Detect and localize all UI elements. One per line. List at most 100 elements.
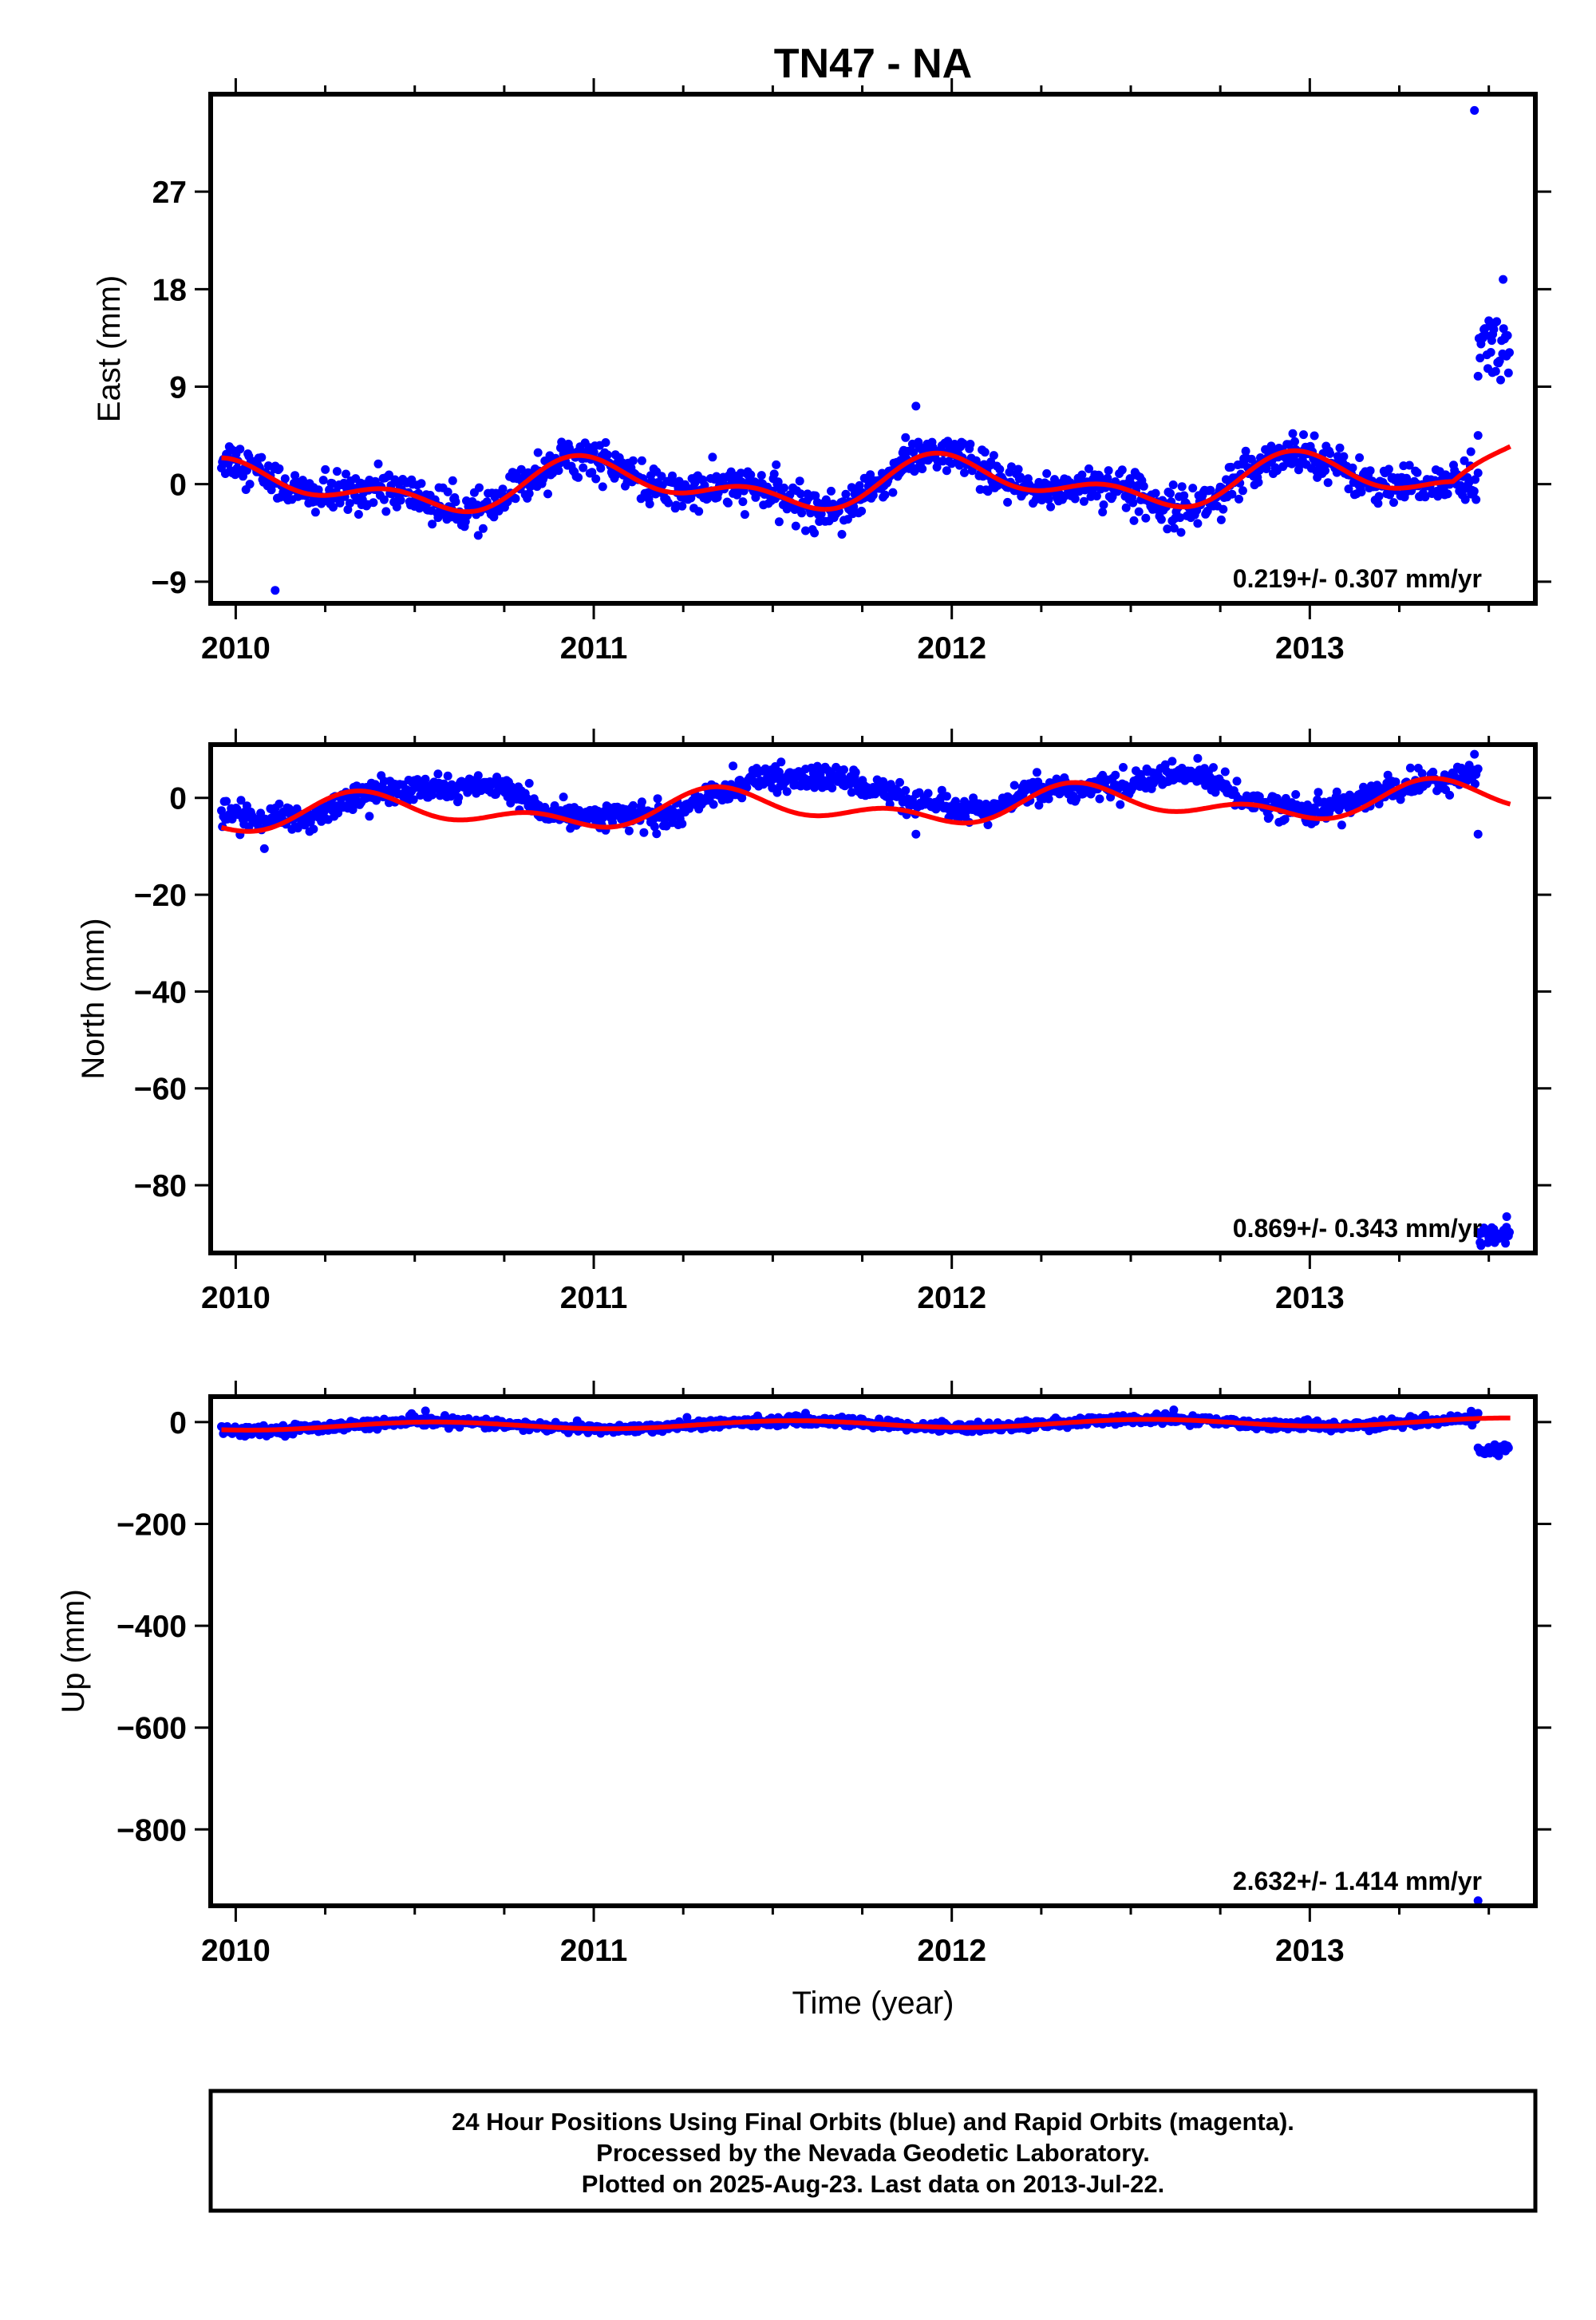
data-point xyxy=(624,826,634,836)
data-point xyxy=(596,464,606,473)
data-point xyxy=(911,401,921,411)
data-point xyxy=(1254,477,1263,487)
data-point xyxy=(1176,528,1186,537)
data-point xyxy=(1469,487,1479,496)
data-point xyxy=(1357,488,1366,496)
data-point xyxy=(801,526,810,536)
y-tick-label: 0 xyxy=(169,468,187,503)
data-point xyxy=(280,474,290,484)
data-point xyxy=(454,792,464,802)
data-point xyxy=(1044,794,1053,804)
data-point xyxy=(1473,1896,1483,1906)
data-point xyxy=(275,799,284,808)
y-tick-label: −800 xyxy=(117,1813,187,1848)
data-point xyxy=(791,521,800,531)
rate-label: 2.632+/- 1.414 mm/yr xyxy=(1233,1867,1482,1895)
data-point xyxy=(443,771,452,781)
data-point xyxy=(1503,368,1513,377)
data-point xyxy=(1103,473,1112,483)
data-point xyxy=(1396,795,1405,804)
data-point xyxy=(1420,492,1430,502)
data-point xyxy=(1128,498,1138,508)
data-point xyxy=(321,464,330,474)
data-point xyxy=(1481,330,1491,340)
data-point xyxy=(1235,494,1243,504)
data-point xyxy=(1374,492,1384,501)
y-tick-label: −200 xyxy=(117,1508,187,1543)
data-point xyxy=(579,463,588,472)
plot-area xyxy=(217,105,1514,595)
data-point xyxy=(1106,792,1116,802)
data-point xyxy=(601,438,610,447)
data-point xyxy=(742,783,752,792)
data-point xyxy=(868,491,878,500)
data-point xyxy=(1473,431,1483,441)
data-point xyxy=(995,464,1005,474)
data-point xyxy=(1104,466,1113,476)
data-point xyxy=(1139,481,1148,491)
rate-label: 0.219+/- 0.307 mm/yr xyxy=(1233,564,1482,593)
data-point xyxy=(1216,515,1226,524)
y-tick-label: −40 xyxy=(134,975,187,1010)
data-point xyxy=(348,805,358,814)
x-tick-label: 2012 xyxy=(917,631,986,666)
data-point xyxy=(1016,472,1025,482)
data-point xyxy=(1007,462,1016,472)
series-rapid-orbits xyxy=(1473,1440,1513,1460)
data-point xyxy=(1389,498,1398,508)
data-point xyxy=(1323,478,1333,488)
data-point xyxy=(475,483,484,492)
data-point xyxy=(1471,779,1479,788)
data-point xyxy=(516,464,526,474)
footer-line-2: Processed by the Nevada Geodetic Laborat… xyxy=(596,2139,1150,2167)
data-point xyxy=(1404,460,1414,470)
data-point xyxy=(851,768,860,777)
data-point xyxy=(1151,488,1160,498)
chart-title: TN47 - NA xyxy=(774,41,972,87)
data-point xyxy=(1119,763,1128,772)
data-point xyxy=(738,497,748,507)
data-point xyxy=(1470,105,1479,115)
data-point xyxy=(958,439,968,449)
data-point xyxy=(1111,770,1120,780)
data-point xyxy=(1344,484,1353,494)
data-point xyxy=(421,774,430,784)
data-point xyxy=(639,828,649,837)
data-point xyxy=(554,466,563,476)
data-point xyxy=(473,531,483,540)
data-point xyxy=(1050,475,1059,484)
y-axis-label: North (mm) xyxy=(76,918,111,1079)
data-point xyxy=(1156,515,1166,524)
data-point xyxy=(379,495,389,504)
data-point xyxy=(740,510,749,520)
plot-area xyxy=(217,749,1514,1251)
data-point xyxy=(365,812,374,821)
data-point xyxy=(816,509,826,519)
data-point xyxy=(354,510,363,519)
x-tick-label: 2011 xyxy=(560,1281,628,1315)
x-tick-label: 2013 xyxy=(1275,631,1345,666)
y-tick-label: 9 xyxy=(169,371,187,405)
data-point xyxy=(1499,275,1508,284)
data-point xyxy=(1487,368,1497,377)
data-point xyxy=(1167,757,1177,766)
data-point xyxy=(1443,489,1452,499)
data-point xyxy=(1211,788,1220,797)
data-point xyxy=(1175,513,1185,523)
data-point xyxy=(746,470,756,480)
data-point xyxy=(236,796,246,805)
data-point xyxy=(591,474,601,484)
data-point xyxy=(1460,495,1470,504)
data-point xyxy=(1134,507,1144,516)
y-tick-label: −80 xyxy=(134,1169,187,1203)
data-point xyxy=(1206,485,1215,495)
data-point xyxy=(1310,431,1319,441)
fit-line xyxy=(220,776,1511,834)
data-point xyxy=(1193,753,1203,763)
data-point xyxy=(810,528,820,538)
panels: 2010 2011 2012 2013 −9 0 9 18 27 East (mm) 0.219+/… xyxy=(56,78,1551,2021)
data-point xyxy=(966,440,975,449)
data-point xyxy=(828,783,837,792)
data-point xyxy=(773,477,783,487)
